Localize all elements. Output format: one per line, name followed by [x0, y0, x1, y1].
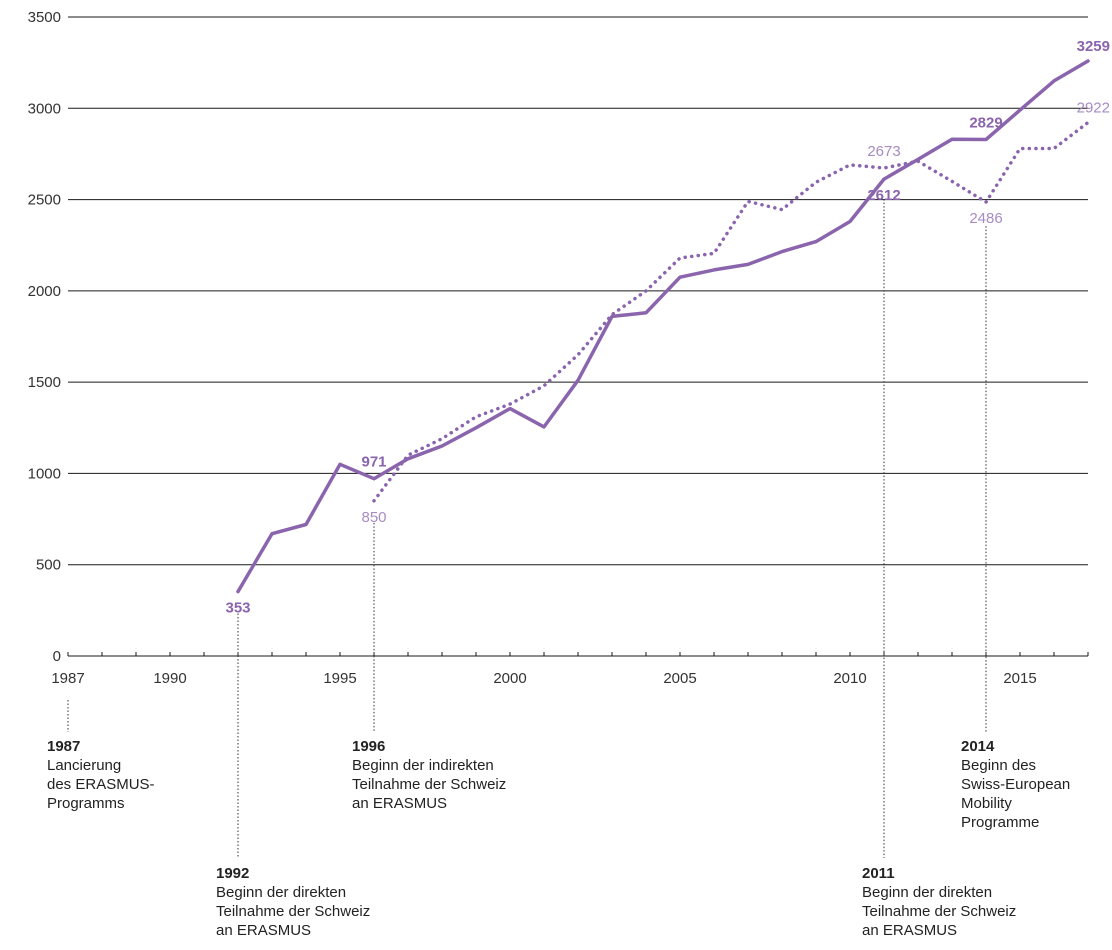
series-line-dotted — [372, 120, 1090, 503]
annotation-text: Beginn der indirekten — [352, 757, 494, 774]
annotation-text: Teilnahme der Schweiz — [352, 776, 507, 793]
annotation-text: Beginn des — [961, 757, 1037, 774]
annotation-year: 1992 — [216, 865, 250, 882]
x-tick-label: 2010 — [833, 670, 866, 687]
data-label: 2829 — [969, 115, 1002, 132]
x-tick-label: 1990 — [153, 670, 186, 687]
annotation-1987: 1987 Lancierung des ERASMUS- Programms — [47, 737, 155, 813]
data-label: 353 — [225, 600, 250, 617]
annotation-text: des ERASMUS- — [47, 776, 155, 793]
data-label: 2486 — [969, 210, 1002, 227]
annotation-1992: 1992 Beginn der direkten Teilnahme der S… — [216, 864, 370, 940]
x-tick-label: 2000 — [493, 670, 526, 687]
annotation-text: Programms — [47, 795, 125, 812]
y-tick-label: 2000 — [28, 283, 61, 300]
data-label: 3259 — [1077, 38, 1110, 55]
annotation-text: Beginn der direkten — [862, 884, 993, 901]
annotation-text: Programme — [961, 814, 1040, 831]
annotation-year: 2011 — [862, 865, 895, 882]
data-label: 2673 — [867, 143, 900, 160]
x-tick-label: 1995 — [323, 670, 356, 687]
annotation-year: 1987 — [47, 738, 81, 755]
x-tick-label: 1987 — [51, 670, 84, 687]
annotation-text: Teilnahme der Schweiz — [862, 903, 1017, 920]
data-label: 850 — [361, 509, 386, 526]
y-tick-label: 2500 — [28, 192, 61, 209]
annotation-text: an ERASMUS — [352, 795, 448, 812]
y-tick-label: 3500 — [28, 9, 61, 26]
data-label: 971 — [361, 454, 386, 471]
annotation-year: 1996 — [352, 738, 386, 755]
annotation-text: Teilnahme der Schweiz — [216, 903, 371, 920]
annotation-2014: 2014 Beginn des Swiss-European Mobility … — [961, 737, 1070, 832]
x-tick-label: 2015 — [1003, 670, 1036, 687]
annotation-text: an ERASMUS — [862, 922, 958, 939]
annotation-text: Mobility — [961, 795, 1012, 812]
annotation-text: Lancierung — [47, 757, 122, 774]
annotation-text: Swiss-European — [961, 776, 1071, 793]
y-tick-label: 1500 — [28, 374, 61, 391]
y-tick-label: 0 — [53, 648, 61, 665]
x-tick-label: 2005 — [663, 670, 696, 687]
data-label: 2922 — [1077, 100, 1110, 117]
annotation-text: an ERASMUS — [216, 922, 312, 939]
series-line-solid — [236, 59, 1090, 594]
data-label: 2612 — [867, 187, 900, 204]
annotation-1996: 1996 Beginn der indirekten Teilnahme der… — [352, 737, 506, 813]
y-tick-label: 3000 — [28, 100, 61, 117]
annotation-year: 2014 — [961, 738, 995, 755]
y-tick-label: 1000 — [28, 465, 61, 482]
annotation-2011: 2011 Beginn der direkten Teilnahme der S… — [862, 864, 1016, 940]
annotation-text: Beginn der direkten — [216, 884, 347, 901]
y-tick-label: 500 — [36, 557, 61, 574]
